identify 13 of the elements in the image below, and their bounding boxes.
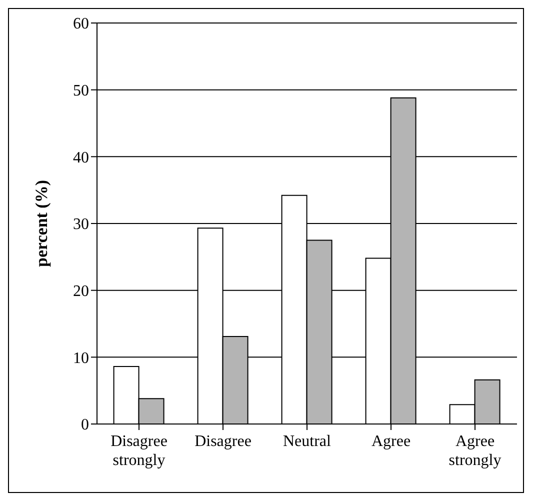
y-axis-title: percent (%) bbox=[32, 180, 52, 268]
x-tick-label: Disagree strongly bbox=[110, 433, 168, 469]
y-tick-label: 50 bbox=[73, 82, 89, 100]
x-tick-label: Agree bbox=[371, 433, 411, 450]
y-tick-label: 40 bbox=[73, 149, 89, 166]
x-tick-label: Disagree bbox=[194, 433, 252, 450]
x-tick-label: Agree strongly bbox=[448, 433, 502, 469]
y-tick-label: 60 bbox=[73, 16, 89, 33]
y-tick-label: 20 bbox=[73, 283, 89, 300]
x-tick-label: Neutral bbox=[283, 433, 332, 450]
y-tick-label: 30 bbox=[73, 216, 89, 234]
y-tick-label: 0 bbox=[81, 416, 89, 434]
y-tick-label: 10 bbox=[73, 350, 89, 367]
